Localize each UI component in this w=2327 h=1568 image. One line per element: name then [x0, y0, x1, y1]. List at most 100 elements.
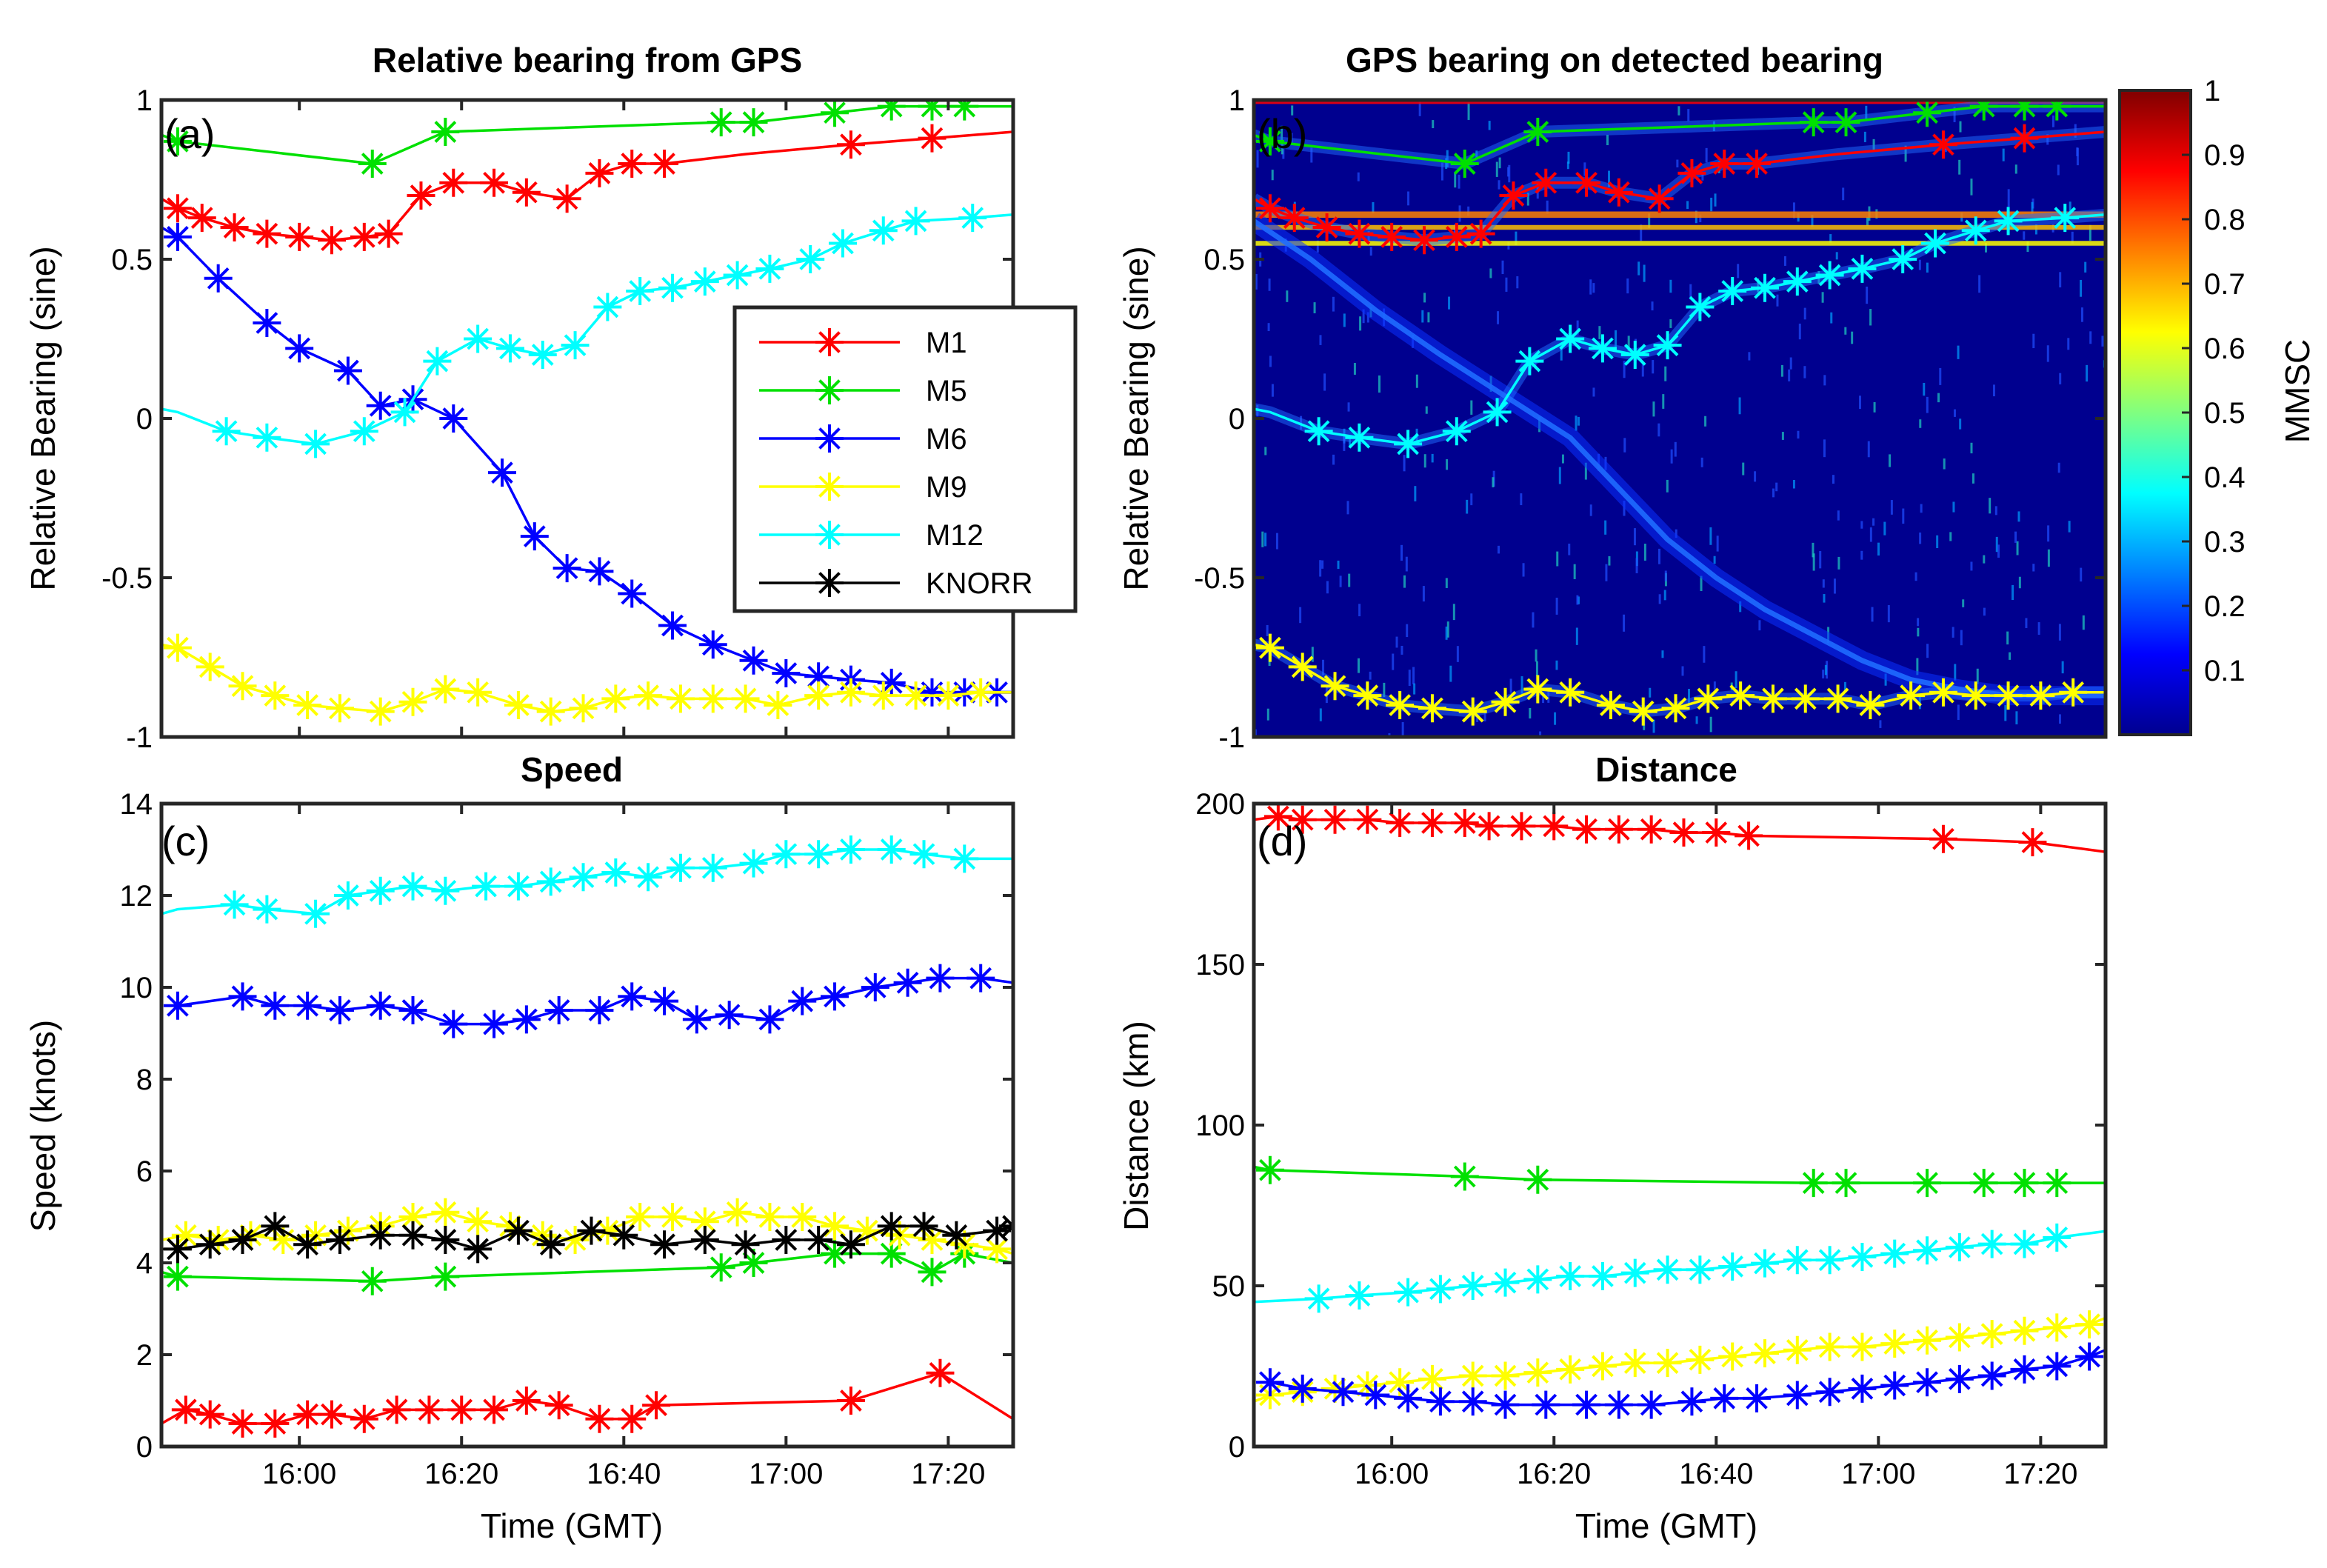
- panel-d-marker-m9: [1523, 1358, 1552, 1387]
- panel-d-series-line-m12: [1254, 1230, 2106, 1304]
- panel-c-marker-m1: [196, 1400, 224, 1429]
- panel-a-marker-m12: [658, 273, 687, 302]
- panel-b-marker-m1: [1410, 226, 1438, 255]
- panel-c-marker-knorr: [464, 1235, 493, 1264]
- panel-d-marker-m12: [1783, 1246, 1812, 1275]
- panel-a-marker-m9: [901, 681, 930, 710]
- panel-c-marker-m12: [804, 840, 833, 869]
- heatmap-speckle: [1872, 139, 1875, 151]
- panel-c-speed: Speed 0 2 4 6 8 10 12 14 16:00 16:20 16:40 17:00 17:…: [24, 750, 1015, 1545]
- heatmap-speckle: [1346, 501, 1349, 515]
- panel-c-marker-knorr: [942, 1221, 971, 1250]
- heatmap-speckle: [1449, 665, 1452, 682]
- heatmap-speckle: [1669, 319, 1672, 328]
- panel-a-marker-m9: [666, 684, 695, 713]
- heatmap-speckle: [2068, 521, 2071, 533]
- heatmap-speckle: [2018, 576, 2021, 589]
- legend-item-knorr: KNORR: [759, 567, 1032, 600]
- panel-a-marker-m9: [196, 653, 224, 681]
- panel-d-marker-m9: [2043, 1313, 2071, 1342]
- heatmap-speckle: [1663, 590, 1666, 601]
- heatmap-speckle: [1323, 373, 1326, 391]
- panel-a-marker-m6: [204, 264, 233, 293]
- panel-c-ylabel: Speed (knots): [24, 1020, 62, 1232]
- heatmap-speckle: [1445, 578, 1448, 588]
- panel-d-marker-m6: [1288, 1374, 1317, 1403]
- heatmap-speckle: [1515, 231, 1518, 246]
- panel-c-marker-m12: [398, 872, 427, 901]
- panel-a-marker-m12: [495, 334, 524, 363]
- heatmap-speckle: [1812, 553, 1815, 571]
- panel-d-marker-m5: [1450, 1162, 1479, 1191]
- heatmap-speckle: [1823, 375, 1826, 386]
- heatmap-speckle: [1575, 627, 1578, 645]
- heatmap-speckle: [1984, 242, 1987, 253]
- heatmap-speckle: [1418, 100, 1421, 116]
- panel-a-marker-m9: [464, 678, 493, 707]
- panel-c-marker-m6: [618, 982, 647, 1011]
- y-tick-label: 1: [136, 84, 153, 117]
- panel-a-marker-m6: [698, 630, 727, 659]
- heatmap-speckle: [1456, 646, 1459, 662]
- heatmap-speckle: [1326, 581, 1329, 594]
- heatmap-speckle: [1742, 462, 1745, 476]
- panel-c-marker-m6: [788, 987, 817, 1015]
- heatmap-speckle: [2058, 624, 2061, 641]
- heatmap-speckle: [1860, 550, 1863, 560]
- panel-d-marker-m9: [1653, 1349, 1682, 1378]
- panel-c-marker-m6: [325, 996, 354, 1024]
- x-tick-label: 17:20: [2003, 1458, 2077, 1490]
- colorbar-tick-label: 0.8: [2204, 204, 2246, 236]
- heatmap-speckle: [1567, 151, 1570, 164]
- panel-d-marker-m6: [2075, 1342, 2104, 1371]
- heatmap-speckle: [2076, 147, 2079, 166]
- panel-a-marker-m1: [220, 213, 249, 241]
- panel-b-marker-m1: [1710, 150, 1739, 178]
- heatmap-speckle: [1649, 687, 1652, 698]
- legend-label: M9: [926, 471, 967, 504]
- panel-d-ylabel: Distance (km): [1117, 1021, 1155, 1231]
- panel-a-marker-m9: [536, 697, 565, 726]
- heatmap-speckle: [1687, 689, 1690, 705]
- panel-a-marker-m12: [212, 417, 241, 446]
- panel-d-marker-m6: [1783, 1381, 1812, 1409]
- heatmap-speckle: [1867, 441, 1870, 458]
- heatmap-speckle: [2076, 147, 2079, 156]
- panel-c-marker-knorr: [398, 1221, 427, 1250]
- panel-d-marker-m6: [2043, 1352, 2071, 1381]
- panel-b-marker-m12: [1921, 229, 1949, 258]
- panel-c-marker-m12: [220, 890, 249, 919]
- panel-b-marker-m12: [1620, 341, 1649, 369]
- panel-d-series-line-m9: [1254, 1316, 2106, 1403]
- panel-d-marker-m6: [1255, 1368, 1284, 1397]
- panel-b-marker-m12: [1848, 254, 1877, 283]
- heatmap-speckle: [1952, 627, 1954, 638]
- panel-c-marker-m1: [415, 1395, 444, 1424]
- heatmap-speckle: [1926, 396, 1929, 413]
- heatmap-speckle: [2025, 618, 2028, 628]
- panel-a-marker-m6: [333, 356, 362, 385]
- heatmap-speckle: [1954, 664, 1957, 681]
- panel-b-marker-m12: [1653, 331, 1682, 360]
- heatmap-speckle: [1267, 323, 1270, 331]
- panel-a-marker-m6: [285, 334, 314, 363]
- panel-a-marker-m12: [390, 398, 419, 427]
- heatmap-speckle: [1408, 670, 1411, 687]
- heatmap-speckle: [2057, 164, 2060, 176]
- heatmap-speckle: [1823, 439, 1826, 458]
- heatmap-speckle: [1889, 454, 1892, 467]
- heatmap-speckle: [1703, 646, 1706, 663]
- heatmap-speckle: [1869, 309, 1872, 326]
- panel-c-marker-m6: [293, 991, 322, 1020]
- panel-d-marker-m1: [1475, 812, 1503, 841]
- heatmap-speckle: [1872, 518, 1875, 526]
- panel-d-marker-m6: [1913, 1368, 1942, 1397]
- y-tick-label: 0.5: [1203, 244, 1245, 276]
- panel-b-marker-m9: [1856, 691, 1885, 719]
- panel-c-marker-m9: [269, 1226, 298, 1254]
- panel-d-axes-box: [1252, 801, 2108, 1449]
- panel-c-marker-m6: [163, 991, 192, 1020]
- panel-a-marker-m12: [253, 423, 281, 452]
- panel-c-marker-m1: [836, 1387, 865, 1415]
- heatmap-speckle: [1492, 477, 1495, 487]
